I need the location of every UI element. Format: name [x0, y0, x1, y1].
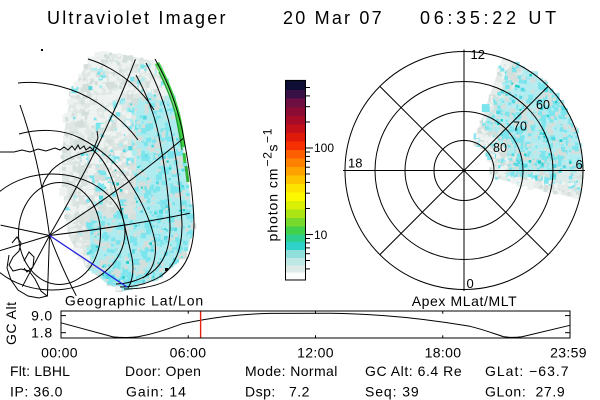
svg-text:Door: Open: Door: Open	[125, 363, 201, 379]
svg-text:06:00: 06:00	[170, 345, 207, 361]
svg-text:1.8: 1.8	[31, 325, 53, 341]
svg-text:Flt: LBHL: Flt: LBHL	[10, 363, 70, 379]
svg-text:60: 60	[536, 98, 550, 112]
svg-text:23:59: 23:59	[550, 345, 587, 361]
svg-text:photon cm: photon cm	[265, 168, 281, 242]
svg-text:GC Alt: GC Alt	[3, 302, 19, 345]
svg-text:20 Mar 07: 20 Mar 07	[283, 8, 384, 28]
svg-text:IP: 36.0: IP: 36.0	[10, 384, 63, 400]
svg-text:Mode: Normal: Mode: Normal	[245, 363, 338, 379]
svg-text:10: 10	[314, 228, 328, 242]
svg-text:Ultraviolet Imager: Ultraviolet Imager	[47, 8, 228, 28]
svg-text:80: 80	[493, 141, 507, 155]
svg-text:−1: −1	[261, 128, 275, 143]
svg-text:−2: −2	[261, 151, 275, 166]
svg-text:9.0: 9.0	[31, 308, 53, 324]
svg-text:70: 70	[513, 120, 527, 134]
svg-text:06:35:22 UT: 06:35:22 UT	[420, 8, 560, 28]
svg-text:GLat: −63.7: GLat: −63.7	[485, 363, 570, 379]
svg-text:18: 18	[348, 156, 362, 171]
svg-text:12:00: 12:00	[297, 345, 334, 361]
svg-text:18:00: 18:00	[425, 345, 462, 361]
svg-text:100: 100	[314, 141, 334, 155]
svg-text:GC Alt: 6.4 Re: GC Alt: 6.4 Re	[365, 363, 462, 379]
svg-text:12: 12	[471, 47, 485, 62]
svg-text:Apex MLat/MLT: Apex MLat/MLT	[412, 293, 518, 309]
svg-text:Geographic Lat/Lon: Geographic Lat/Lon	[65, 293, 204, 309]
svg-text:Seq: 39: Seq: 39	[365, 384, 420, 400]
svg-text:00:00: 00:00	[41, 345, 78, 361]
svg-text:0: 0	[467, 276, 474, 291]
svg-text:Gain: 14: Gain: 14	[126, 384, 187, 400]
svg-text:Dsp: 7.2: Dsp: 7.2	[245, 384, 310, 400]
svg-text:6: 6	[576, 157, 583, 172]
svg-text:GLon: 27.9: GLon: 27.9	[485, 384, 565, 400]
svg-text:s: s	[265, 145, 281, 152]
